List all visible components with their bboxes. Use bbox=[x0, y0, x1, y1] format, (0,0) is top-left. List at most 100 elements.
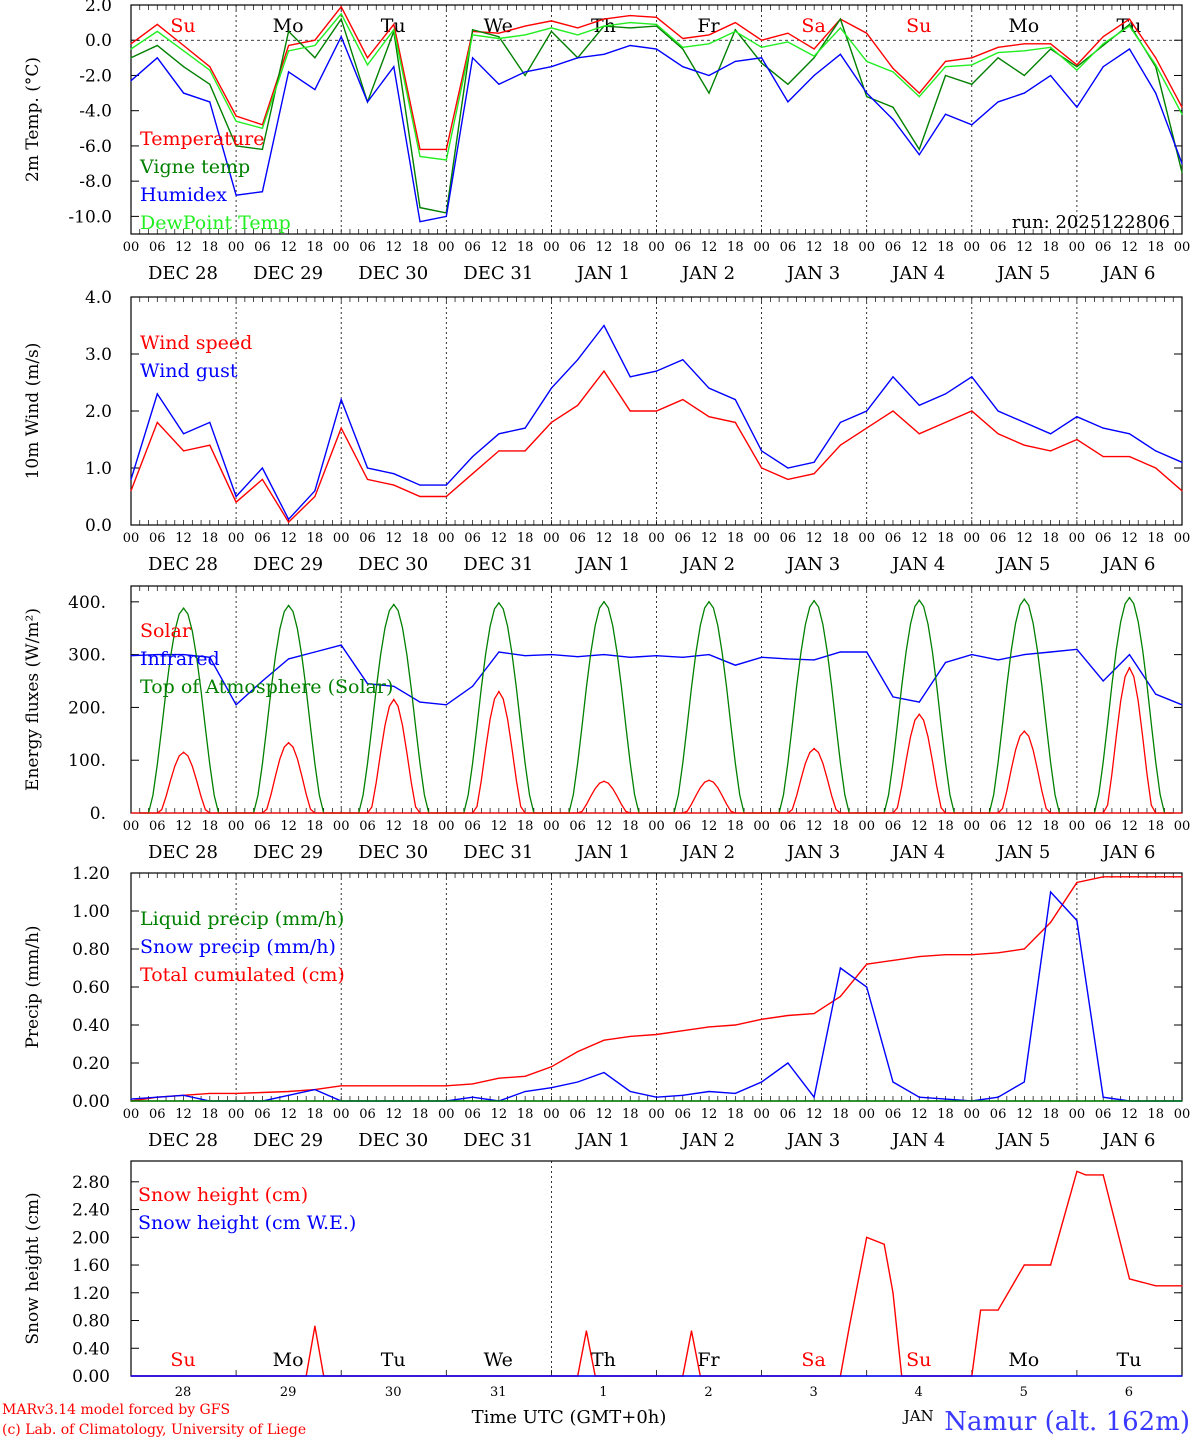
weekday-label: Mo bbox=[273, 1349, 304, 1371]
y-tick-label: 1.60 bbox=[72, 1256, 110, 1276]
hour-tick-label: 00 bbox=[753, 531, 770, 546]
data-point bbox=[366, 1375, 369, 1377]
data-point bbox=[524, 450, 526, 452]
hour-tick-label: 12 bbox=[1016, 240, 1033, 255]
hour-tick-label: 12 bbox=[491, 819, 508, 834]
data-point bbox=[1102, 1100, 1104, 1102]
hour-tick-label: 12 bbox=[701, 531, 718, 546]
data-point bbox=[550, 30, 553, 33]
y-tick-label: 0.60 bbox=[72, 978, 110, 998]
data-point bbox=[761, 450, 763, 452]
data-point bbox=[682, 1030, 684, 1032]
data-point bbox=[445, 1375, 447, 1377]
data-point bbox=[1181, 106, 1183, 108]
hour-tick-label: 18 bbox=[622, 531, 639, 546]
hour-tick-label: 18 bbox=[832, 531, 849, 546]
hour-tick-label: 00 bbox=[648, 240, 665, 255]
data-point bbox=[1085, 1375, 1087, 1377]
data-point bbox=[892, 376, 894, 378]
data-point bbox=[944, 113, 947, 115]
y-tick-label: 0.80 bbox=[72, 940, 110, 960]
data-point bbox=[971, 124, 973, 126]
data-point bbox=[471, 57, 474, 59]
data-point bbox=[979, 1309, 982, 1311]
data-point bbox=[839, 1100, 842, 1102]
data-point bbox=[498, 651, 500, 653]
data-point bbox=[1181, 704, 1183, 706]
data-point bbox=[393, 1100, 395, 1102]
data-point bbox=[866, 1100, 868, 1102]
data-point bbox=[734, 399, 736, 401]
data-point bbox=[1155, 1100, 1157, 1102]
data-point bbox=[708, 74, 710, 77]
data-point bbox=[866, 92, 868, 94]
peak-point bbox=[918, 713, 921, 716]
data-point bbox=[156, 1100, 158, 1102]
date-label: DEC 31 bbox=[463, 263, 533, 284]
data-point bbox=[813, 461, 815, 463]
data-point bbox=[734, 1024, 736, 1026]
hour-tick-label: 00 bbox=[228, 819, 245, 834]
data-point bbox=[813, 57, 815, 59]
data-point bbox=[288, 521, 290, 523]
date-label: JAN 2 bbox=[680, 554, 735, 575]
hour-tick-label: 00 bbox=[753, 240, 770, 255]
y-tick-label: 1.20 bbox=[72, 864, 110, 884]
date-label: DEC 29 bbox=[253, 554, 323, 575]
peak-point bbox=[1128, 667, 1131, 669]
data-point bbox=[761, 656, 763, 658]
data-point bbox=[603, 654, 605, 656]
hour-tick-label: 06 bbox=[780, 1107, 797, 1122]
data-point bbox=[1102, 1375, 1104, 1377]
data-point bbox=[839, 651, 842, 653]
data-point bbox=[498, 433, 500, 435]
data-point bbox=[629, 656, 631, 658]
data-point bbox=[314, 1089, 316, 1091]
weekday-label: Th bbox=[591, 1349, 616, 1371]
data-point bbox=[445, 495, 447, 498]
data-point bbox=[471, 456, 474, 458]
data-point bbox=[1181, 171, 1183, 173]
hour-tick-label: 18 bbox=[1042, 819, 1059, 834]
legend-entry: Humidex bbox=[140, 184, 227, 206]
y-tick-label: 1.0 bbox=[85, 459, 112, 479]
data-point bbox=[1076, 1170, 1078, 1173]
data-point bbox=[918, 1375, 920, 1377]
data-point bbox=[761, 1018, 763, 1020]
data-point bbox=[866, 60, 868, 62]
y-tick-label: 0.40 bbox=[72, 1339, 110, 1359]
hour-tick-label: 12 bbox=[701, 819, 718, 834]
hour-tick-label: 00 bbox=[228, 1107, 245, 1122]
hour-tick-label: 00 bbox=[648, 819, 665, 834]
data-point bbox=[603, 1100, 605, 1102]
hour-tick-label: 12 bbox=[806, 819, 823, 834]
data-point bbox=[813, 1013, 815, 1015]
data-point bbox=[1128, 433, 1131, 435]
data-point bbox=[1023, 948, 1025, 950]
weekday-label: Tu bbox=[1116, 1349, 1141, 1371]
data-point bbox=[1155, 64, 1157, 66]
data-point bbox=[182, 1100, 185, 1102]
data-point bbox=[629, 1090, 631, 1093]
data-point bbox=[655, 48, 658, 50]
data-point bbox=[839, 444, 842, 446]
data-point bbox=[550, 27, 553, 29]
hour-tick-label: 12 bbox=[385, 1107, 402, 1122]
y-tick-label: -10.0 bbox=[68, 207, 112, 227]
y-tick-label: 0.80 bbox=[72, 1312, 110, 1332]
data-point bbox=[1102, 876, 1104, 878]
data-point bbox=[892, 696, 894, 698]
hour-tick-label: 00 bbox=[648, 1107, 665, 1122]
data-point bbox=[1023, 92, 1025, 94]
data-point bbox=[156, 654, 158, 656]
y-tick-label: 2.40 bbox=[72, 1201, 110, 1221]
data-point bbox=[629, 14, 631, 17]
weekday-label: Mo bbox=[273, 15, 304, 37]
data-point bbox=[1128, 25, 1131, 27]
data-point bbox=[690, 1375, 693, 1377]
peak-point bbox=[498, 602, 500, 604]
weekday-label: Sa bbox=[801, 15, 825, 37]
data-point bbox=[655, 1033, 658, 1036]
date-label: DEC 30 bbox=[358, 842, 428, 863]
